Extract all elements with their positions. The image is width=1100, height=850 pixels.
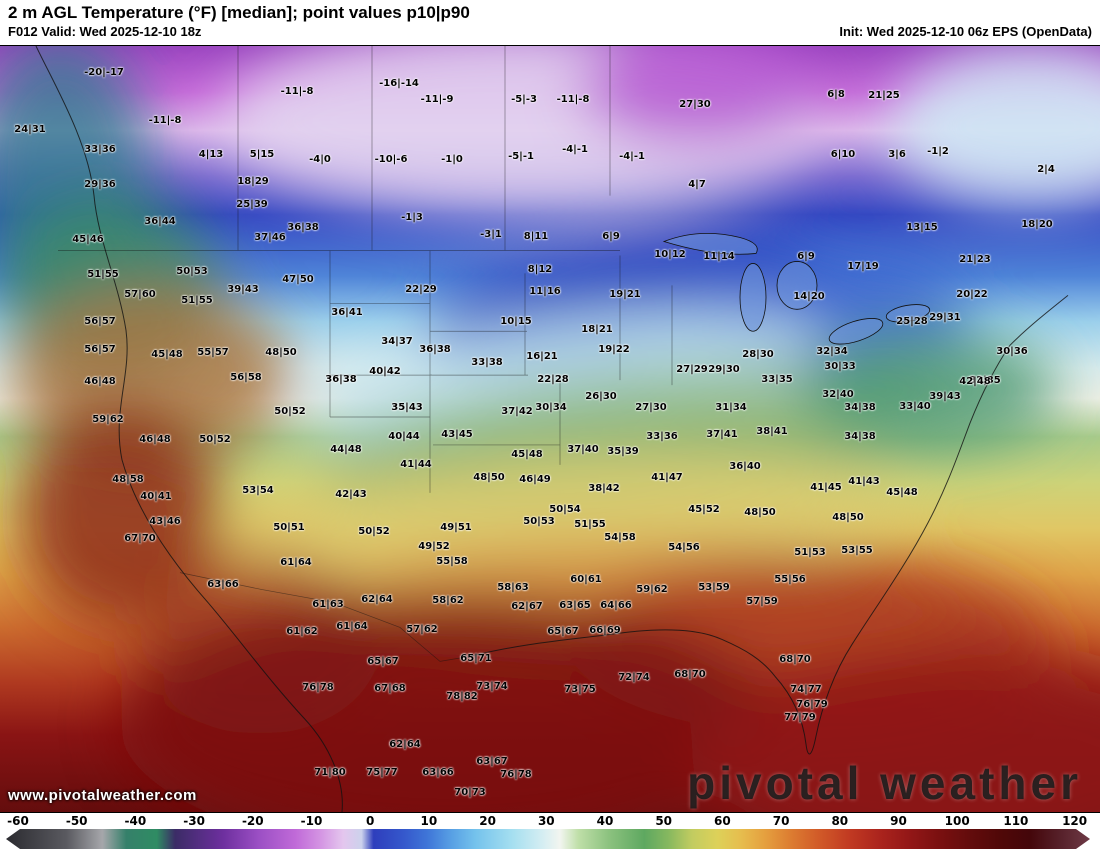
- map-header: 2 m AGL Temperature (°F) [median]; point…: [0, 0, 1100, 45]
- colorbar-tick: -20: [241, 814, 264, 828]
- political-borders: [58, 46, 673, 662]
- colorbar-tick: 120: [1062, 814, 1088, 828]
- init-time-label: Init: Wed 2025-12-10 06z EPS (OpenData): [839, 24, 1092, 39]
- valid-time-label: F012 Valid: Wed 2025-12-10 18z: [8, 24, 202, 39]
- colorbar-tick: 90: [890, 814, 907, 828]
- great-lakes: [662, 232, 931, 345]
- colorbar-tick: -10: [300, 814, 323, 828]
- colorbar-tick: -30: [183, 814, 205, 828]
- field-anomaly-blobs: [0, 46, 1100, 812]
- colorbar-tick: 50: [655, 814, 673, 828]
- colorbar-tick: 80: [831, 814, 849, 828]
- colorbar-tick: 40: [596, 814, 614, 828]
- colorbar-tick: 20: [479, 814, 496, 828]
- colorbar-tick: -60: [7, 814, 29, 828]
- colorbar-tick: 10: [420, 814, 438, 828]
- colorbar-tick: 110: [1003, 814, 1029, 828]
- watermark-brand-logo: pivotal weather: [687, 757, 1082, 809]
- colorbar-tick: 70: [772, 814, 790, 828]
- colorbar: -60 -50 -40 -30 -20 -10 0 10 20 30 40 50 60 70 80 90 100…: [0, 813, 1100, 850]
- watermark-url[interactable]: www.pivotalweather.com: [8, 787, 197, 804]
- colorbar-gradient: [6, 829, 1090, 849]
- colorbar-tick: -50: [65, 814, 88, 828]
- page-title: 2 m AGL Temperature (°F) [median]; point…: [8, 3, 470, 22]
- colorbar-tick: 0: [366, 814, 375, 828]
- colorbar-tick: 60: [714, 814, 731, 828]
- header-subrow: F012 Valid: Wed 2025-12-10 18z Init: Wed…: [0, 23, 1100, 39]
- coastlines: [35, 46, 1069, 812]
- colorbar-ticks: -60 -50 -40 -30 -20 -10 0 10 20 30 40 50 60 70 80 90 100…: [0, 813, 1100, 828]
- colorbar-tick: 100: [944, 814, 970, 828]
- colorbar-tick: -40: [124, 814, 147, 828]
- map-area[interactable]: www.pivotalweather.com pivotal weather: [0, 45, 1100, 813]
- colorbar-tick: 30: [537, 814, 555, 828]
- temperature-field-svg: [0, 46, 1100, 812]
